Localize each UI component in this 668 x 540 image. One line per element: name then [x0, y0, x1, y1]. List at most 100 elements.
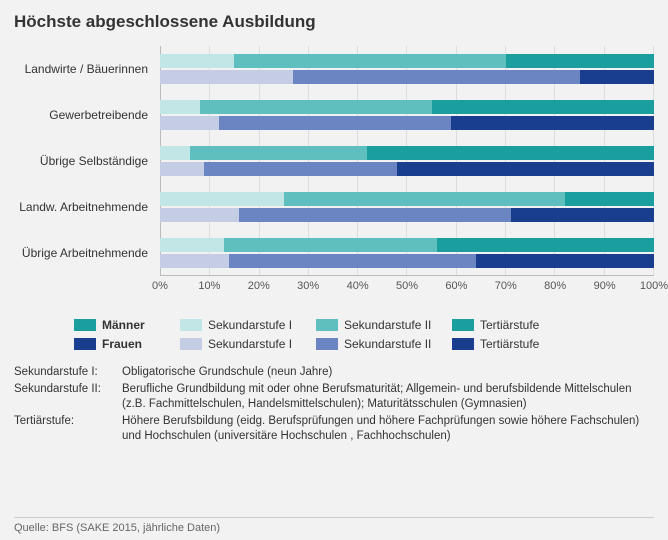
x-tick-label: 100% [640, 280, 668, 292]
plot [160, 46, 654, 276]
bar-segment [506, 54, 654, 68]
bar-female [160, 208, 654, 222]
bar-segment [224, 238, 436, 252]
swatch-icon [452, 338, 474, 350]
bar-segment [200, 100, 432, 114]
legend-label: Frauen [102, 337, 142, 351]
bar-segment [160, 146, 190, 160]
note-value: Höhere Berufsbildung (eidg. Berufsprüfun… [122, 414, 654, 445]
x-tick-label: 90% [594, 280, 616, 292]
x-axis: 0%10%20%30%40%50%60%70%80%90%100% [160, 280, 654, 296]
bar-segment [229, 254, 476, 268]
legend-label: Tertiärstufe [480, 337, 539, 351]
bars-container [160, 46, 654, 276]
legend-f-lvl3: Tertiärstufe [452, 337, 570, 351]
bar-segment [160, 192, 284, 206]
bar-segment [160, 116, 219, 130]
swatch-icon [74, 338, 96, 350]
bar-female [160, 116, 654, 130]
notes: Sekundarstufe I: Obligatorische Grundschu… [14, 365, 654, 445]
bar-segment [160, 70, 293, 84]
x-tick-label: 0% [152, 280, 168, 292]
bar-segment [432, 100, 654, 114]
note-row: Sekundarstufe II: Berufliche Grundbildung… [14, 382, 654, 413]
x-tick-label: 20% [248, 280, 270, 292]
bar-segment [476, 254, 654, 268]
swatch-icon [452, 319, 474, 331]
bar-segment [234, 54, 506, 68]
legend-label: Sekundarstufe II [344, 337, 431, 351]
x-tick-label: 50% [396, 280, 418, 292]
note-key: Sekundarstufe II: [14, 382, 114, 413]
x-tick-label: 10% [198, 280, 220, 292]
legend-m-lvl2: Sekundarstufe II [316, 318, 434, 332]
chart-title: Höchste abgeschlossene Ausbildung [14, 12, 654, 32]
note-key: Tertiärstufe: [14, 414, 114, 445]
x-tick-label: 80% [544, 280, 566, 292]
bar-segment [451, 116, 654, 130]
bar-segment [565, 192, 654, 206]
category-bars [160, 92, 654, 138]
legend-label: Sekundarstufe I [208, 337, 292, 351]
bar-segment [160, 162, 204, 176]
bar-segment [511, 208, 654, 222]
swatch-icon [316, 319, 338, 331]
swatch-icon [180, 338, 202, 350]
bar-segment [160, 254, 229, 268]
chart-area: Landwirte / BäuerinnenGewerbetreibendeÜb… [14, 46, 654, 276]
category-bars [160, 230, 654, 276]
legend-label: Sekundarstufe I [208, 318, 292, 332]
bar-segment [437, 238, 654, 252]
bar-male [160, 54, 654, 68]
swatch-icon [180, 319, 202, 331]
note-key: Sekundarstufe I: [14, 365, 114, 381]
legend-m-lvl1: Sekundarstufe I [180, 318, 298, 332]
legend-label: Sekundarstufe II [344, 318, 431, 332]
legend-label: Tertiärstufe [480, 318, 539, 332]
bar-segment [160, 54, 234, 68]
category-bars [160, 184, 654, 230]
note-row: Sekundarstufe I: Obligatorische Grundschu… [14, 365, 654, 381]
category-bars [160, 138, 654, 184]
bar-segment [160, 100, 200, 114]
note-row: Tertiärstufe: Höhere Berufsbildung (eidg.… [14, 414, 654, 445]
swatch-icon [74, 319, 96, 331]
category-label: Gewerbetreibende [14, 92, 152, 138]
bar-male [160, 100, 654, 114]
x-tick-label: 30% [297, 280, 319, 292]
y-axis-labels: Landwirte / BäuerinnenGewerbetreibendeÜb… [14, 46, 152, 276]
legend-label: Männer [102, 318, 145, 332]
category-label: Übrige Arbeitnehmende [14, 230, 152, 276]
category-label: Übrige Selbständige [14, 138, 152, 184]
note-value: Berufliche Grundbildung mit oder ohne Be… [122, 382, 654, 413]
bar-segment [293, 70, 580, 84]
legend-m-lvl3: Tertiärstufe [452, 318, 570, 332]
bar-male [160, 192, 654, 206]
bar-segment [204, 162, 397, 176]
bar-segment [160, 208, 239, 222]
bar-female [160, 70, 654, 84]
bar-segment [397, 162, 654, 176]
category-label: Landwirte / Bäuerinnen [14, 46, 152, 92]
bar-segment [160, 238, 224, 252]
swatch-icon [316, 338, 338, 350]
bar-female [160, 254, 654, 268]
source-line: Quelle: BFS (SAKE 2015, jährliche Daten) [14, 517, 654, 534]
x-tick-label: 60% [445, 280, 467, 292]
legend-f-lvl2: Sekundarstufe II [316, 337, 434, 351]
legend-gender-m: Männer [74, 318, 162, 332]
bar-segment [239, 208, 511, 222]
x-tick-label: 40% [347, 280, 369, 292]
bar-segment [580, 70, 654, 84]
bar-segment [367, 146, 654, 160]
bar-segment [219, 116, 451, 130]
legend-gender-f: Frauen [74, 337, 162, 351]
legend-f-lvl1: Sekundarstufe I [180, 337, 298, 351]
bar-segment [284, 192, 566, 206]
category-label: Landw. Arbeitnehmende [14, 184, 152, 230]
note-value: Obligatorische Grundschule (neun Jahre) [122, 365, 654, 381]
category-bars [160, 46, 654, 92]
bar-segment [190, 146, 368, 160]
bar-male [160, 146, 654, 160]
legend: Männer Sekundarstufe I Sekundarstufe II … [74, 318, 654, 351]
